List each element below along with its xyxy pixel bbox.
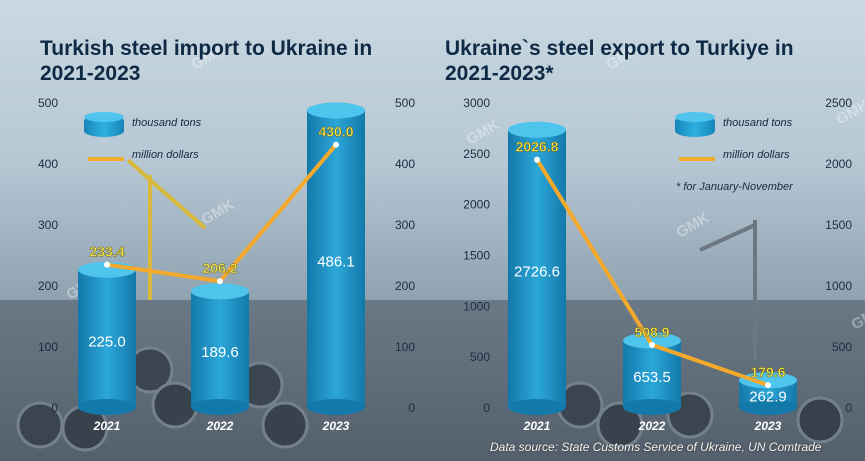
chart2-footnote: * for January-November xyxy=(676,181,793,193)
left-axis-tick: 3000 xyxy=(463,96,490,110)
left-axis-tick: 0 xyxy=(483,401,490,415)
left-axis-tick: 0 xyxy=(51,401,58,415)
right-axis-tick: 1000 xyxy=(825,279,852,293)
right-axis-tick: 500 xyxy=(395,96,415,110)
left-axis-tick: 500 xyxy=(38,96,58,110)
x-tick-label: 2021 xyxy=(523,419,551,433)
right-axis-tick: 2500 xyxy=(825,96,852,110)
line-point xyxy=(333,141,339,148)
bar xyxy=(508,121,566,415)
data-source: Data source: State Customs Service of Uk… xyxy=(490,440,822,454)
legend-item-tons: thousand tons xyxy=(675,112,835,145)
chart2-legend: thousand tons million dollars xyxy=(675,112,835,177)
bar xyxy=(623,332,681,415)
line-value-label: 233.4 xyxy=(89,244,124,260)
line-value-label: 179.6 xyxy=(750,364,785,380)
right-axis-tick: 400 xyxy=(395,157,415,171)
x-tick-label: 2023 xyxy=(754,419,782,433)
crane-right xyxy=(699,220,757,360)
legend-label-dollars: million dollars xyxy=(132,149,199,161)
legend-item-dollars: million dollars xyxy=(84,145,244,177)
right-axis-tick: 200 xyxy=(395,279,415,293)
chart1-title: Turkish steel import to Ukraine in 2021-… xyxy=(40,37,373,85)
x-tick-label: 2022 xyxy=(638,419,666,433)
bar-value-label: 189.6 xyxy=(201,344,239,361)
left-axis-tick: 100 xyxy=(38,340,58,354)
left-axis-tick: 200 xyxy=(38,279,58,293)
steel-coils xyxy=(16,346,844,452)
bar xyxy=(191,283,249,415)
chart1-legend: thousand tons million dollars xyxy=(84,112,244,177)
line-value-label: 508.9 xyxy=(634,324,669,340)
crane-left xyxy=(126,158,207,300)
line-point xyxy=(649,341,655,348)
line-swatch-icon xyxy=(679,157,715,161)
x-tick-label: 2022 xyxy=(206,419,234,433)
line-point xyxy=(534,156,540,163)
cylinder-swatch-icon xyxy=(84,112,124,137)
left-axis-tick: 500 xyxy=(470,350,490,364)
bar-value-label: 262.9 xyxy=(749,389,787,406)
left-axis-tick: 400 xyxy=(38,157,58,171)
left-axis-tick: 2000 xyxy=(463,198,490,212)
line-swatch-icon xyxy=(88,157,124,161)
left-axis-tick: 1500 xyxy=(463,249,490,263)
bar-value-label: 2726.6 xyxy=(514,263,560,280)
bar-value-label: 225.0 xyxy=(88,333,126,350)
line-value-label: 206.2 xyxy=(202,260,237,276)
x-tick-label: 2023 xyxy=(322,419,350,433)
line-point xyxy=(104,261,110,268)
line-point xyxy=(765,382,771,389)
right-axis-tick: 300 xyxy=(395,218,415,232)
right-axis-tick: 0 xyxy=(408,401,415,415)
legend-label-dollars: million dollars xyxy=(723,149,790,161)
cylinder-swatch-icon xyxy=(675,112,715,137)
chart2-title: Ukraine`s steel export to Turkiye in 202… xyxy=(445,37,794,85)
line-value-label: 430.0 xyxy=(318,124,353,140)
legend-label-tons: thousand tons xyxy=(132,117,202,129)
right-axis-tick: 1500 xyxy=(825,218,852,232)
legend-item-tons: thousand tons xyxy=(84,112,244,145)
right-axis-tick: 100 xyxy=(395,340,415,354)
x-tick-label: 2021 xyxy=(93,419,121,433)
bar xyxy=(307,102,365,415)
left-axis-tick: 1000 xyxy=(463,299,490,313)
line-point xyxy=(217,278,223,285)
line-value-label: 2026.8 xyxy=(516,139,559,155)
legend-label-tons: thousand tons xyxy=(723,117,793,129)
right-axis-tick: 2000 xyxy=(825,157,852,171)
right-axis-tick: 500 xyxy=(832,340,852,354)
bar-value-label: 486.1 xyxy=(317,254,355,271)
bar xyxy=(78,261,136,415)
bar-value-label: 653.5 xyxy=(633,369,671,386)
legend-item-dollars: million dollars xyxy=(675,145,835,177)
left-axis-tick: 2500 xyxy=(463,147,490,161)
right-axis-tick: 0 xyxy=(845,401,852,415)
left-axis-tick: 300 xyxy=(38,218,58,232)
